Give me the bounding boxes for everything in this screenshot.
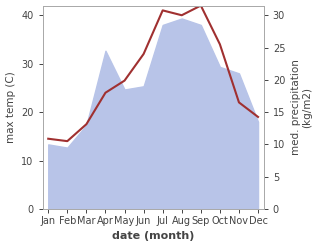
Y-axis label: med. precipitation
(kg/m2): med. precipitation (kg/m2)	[291, 59, 313, 155]
X-axis label: date (month): date (month)	[112, 231, 194, 242]
Y-axis label: max temp (C): max temp (C)	[5, 71, 16, 143]
